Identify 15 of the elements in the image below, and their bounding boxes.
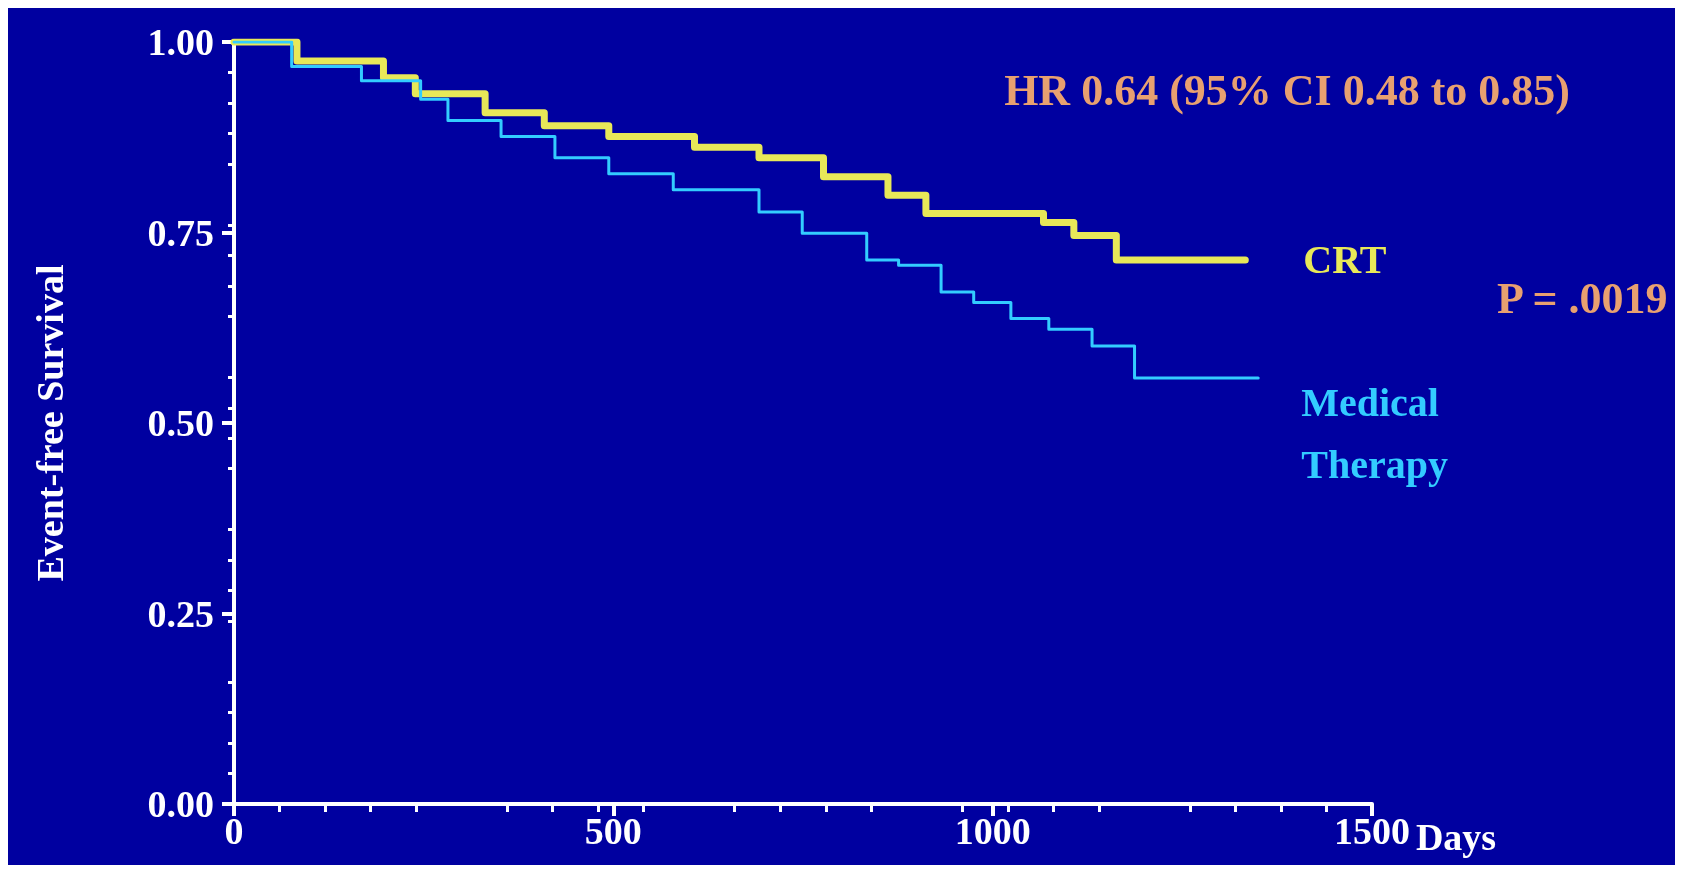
series-label: CRT <box>1303 237 1387 283</box>
y-tick-label: 0.50 <box>147 402 214 444</box>
y-tick-label: 0.25 <box>147 592 214 635</box>
annotation: HR 0.64 (95% CI 0.48 to 0.85) <box>1004 65 1570 115</box>
x-axis-title: Days <box>1415 816 1497 858</box>
y-tick-label: 0.00 <box>147 783 214 825</box>
y-axis-title: Event-free Survival <box>29 264 71 582</box>
text: P = .0019 <box>1497 273 1668 323</box>
x-tick-label: 1000 <box>954 810 1031 852</box>
y-tick-label: 1.00 <box>147 21 214 63</box>
x-tick-label: 500 <box>584 810 642 852</box>
y-tick-label: 0.75 <box>147 211 214 254</box>
x-tick-label: 1500 <box>1334 810 1410 852</box>
x-tick-label: 0 <box>224 810 244 852</box>
series-label: Medical Therapy <box>1301 379 1449 487</box>
